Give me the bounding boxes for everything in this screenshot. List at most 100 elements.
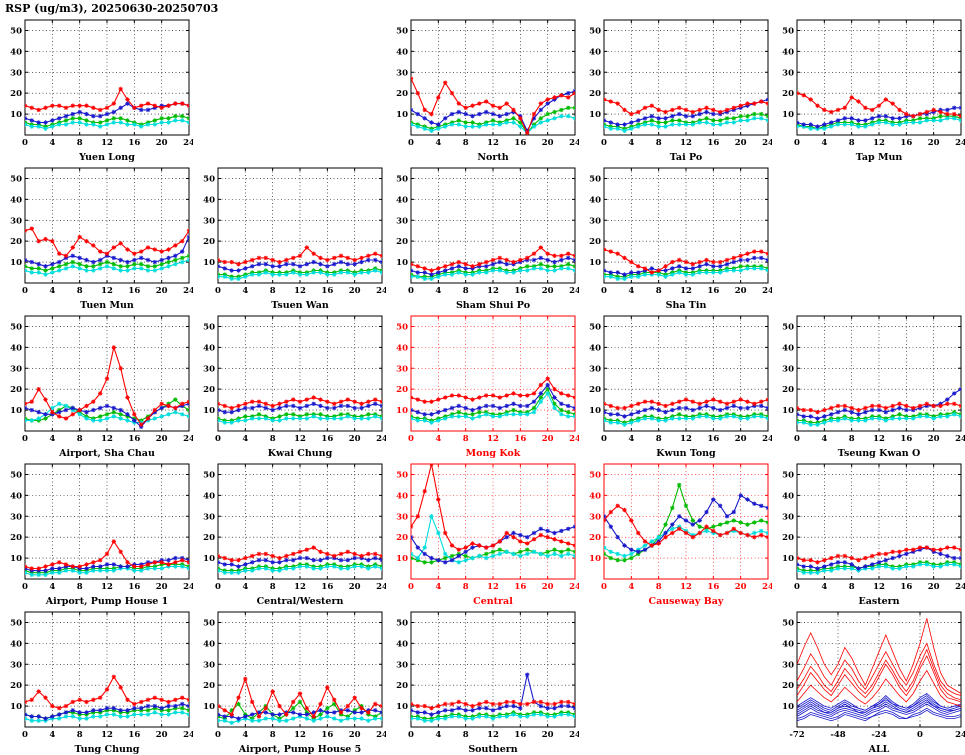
y-tick-label: 40 xyxy=(203,195,215,205)
x-tick-label: 20 xyxy=(156,138,168,148)
x-tick-label: 8 xyxy=(656,582,662,592)
x-tick-label: 8 xyxy=(463,286,469,296)
x-tick-label: 0 xyxy=(22,582,28,592)
series-markers-green xyxy=(25,253,189,273)
y-tick-label: 20 xyxy=(589,533,601,543)
chart-canvas: 0 4 8 12 16 20 24 10 20 30 40 50 Sha Tin xyxy=(589,167,772,311)
series-markers-red xyxy=(218,676,382,719)
tick-marks xyxy=(410,316,576,431)
y-tick-label: 40 xyxy=(782,639,794,649)
y-tick-label: 20 xyxy=(589,385,601,395)
x-tick-label: 0 xyxy=(601,582,607,592)
series-markers-cyan xyxy=(411,514,575,565)
series-layer xyxy=(411,376,575,425)
x-tick-label: 4 xyxy=(435,286,441,296)
x-tick-label: 4 xyxy=(628,582,634,592)
chart-title: Tseung Kwan O xyxy=(838,448,920,459)
y-tick-label: 30 xyxy=(589,512,601,522)
series-layer xyxy=(218,245,382,281)
grid-lines xyxy=(411,20,575,135)
y-tick-label: 50 xyxy=(589,174,601,184)
chart-title: North xyxy=(477,152,508,163)
x-tick-label: 0 xyxy=(794,138,800,148)
y-tick-label: 50 xyxy=(396,174,408,184)
chart-tsuen-wan: 0 4 8 12 16 20 24 10 20 30 40 50 Tsuen Wan xyxy=(193,163,386,311)
y-tick-label: 10 xyxy=(10,702,22,712)
chart-southern: 0 4 8 12 16 20 24 10 20 30 40 50 Southern xyxy=(386,607,579,755)
chart-canvas: 0 4 8 12 16 20 24 10 20 30 40 50 Sham Shui Po xyxy=(396,167,579,311)
y-tick-label: 10 xyxy=(396,554,408,564)
y-tick-label: 10 xyxy=(10,554,22,564)
series-markers-red xyxy=(604,503,768,548)
chart-canvas: -72 -48 -24 0 24 10 20 30 40 50 ALL xyxy=(782,611,965,755)
x-tick-label: 24 xyxy=(183,730,193,740)
x-tick-label: 4 xyxy=(628,434,634,444)
x-tick-label: 8 xyxy=(849,138,855,148)
y-tick-label: 50 xyxy=(782,470,794,480)
x-tick-label: 24 xyxy=(569,730,579,740)
x-tick-label: 0 xyxy=(601,138,607,148)
chart-title: Southern xyxy=(468,744,517,755)
y-tick-label: 10 xyxy=(396,406,408,416)
x-tick-label: 16 xyxy=(321,730,333,740)
x-tick-label: 8 xyxy=(77,582,83,592)
y-tick-label: 20 xyxy=(203,681,215,691)
y-tick-label: 50 xyxy=(10,174,22,184)
y-tick-label: 20 xyxy=(396,237,408,247)
chart-title: Kwai Chung xyxy=(268,448,333,459)
series-markers-blue xyxy=(218,257,382,273)
series-markers-cyan xyxy=(411,266,575,281)
chart-airport-pump-house-1: 0 4 8 12 16 20 24 10 20 30 40 50 Airport, Pump House… xyxy=(0,459,193,607)
x-tick-label: 20 xyxy=(928,434,940,444)
y-tick-label: 10 xyxy=(10,258,22,268)
x-tick-label: 24 xyxy=(376,434,386,444)
x-tick-label: 20 xyxy=(349,434,361,444)
tick-marks xyxy=(217,168,383,283)
x-tick-label: 24 xyxy=(762,434,772,444)
y-tick-label: 20 xyxy=(396,385,408,395)
x-tick-label: 0 xyxy=(601,434,607,444)
x-tick-label: 24 xyxy=(183,582,193,592)
y-tick-label: 40 xyxy=(203,639,215,649)
series-markers-cyan xyxy=(411,114,575,135)
chart-kwai-chung: 0 4 8 12 16 20 24 10 20 30 40 50 Kwai Chung xyxy=(193,311,386,459)
page-title: RSP (ug/m3), 20250630-20250703 xyxy=(5,2,219,15)
chart-title: Tap Mun xyxy=(856,152,903,163)
y-tick-label: 20 xyxy=(10,681,22,691)
x-tick-label: 16 xyxy=(321,286,333,296)
series-markers-cyan xyxy=(604,116,768,133)
x-tick-label: 16 xyxy=(900,434,912,444)
x-tick-label: 12 xyxy=(873,138,885,148)
series-line-blue xyxy=(797,693,961,711)
y-tick-label: 30 xyxy=(10,216,22,226)
x-tick-label: 4 xyxy=(821,434,827,444)
y-tick-label: 50 xyxy=(396,618,408,628)
grid-lines xyxy=(218,464,382,579)
series-markers-red xyxy=(797,91,961,119)
x-tick-label: 0 xyxy=(215,582,221,592)
series-layer xyxy=(797,618,961,722)
x-tick-label: 0 xyxy=(917,730,923,740)
chart-title: Airport, Pump House 5 xyxy=(238,744,362,755)
series-line-blue xyxy=(797,707,961,720)
tick-marks xyxy=(217,316,383,431)
tick-marks xyxy=(410,168,576,283)
series-markers-blue xyxy=(411,382,575,417)
x-tick-label: 8 xyxy=(463,434,469,444)
x-tick-label: 4 xyxy=(49,138,55,148)
series-markers-red xyxy=(25,674,189,711)
series-layer xyxy=(604,482,768,563)
x-tick-label: 8 xyxy=(270,582,276,592)
chart-title: Tai Po xyxy=(670,152,702,163)
series-layer xyxy=(25,226,189,277)
plot-frame xyxy=(603,315,769,432)
series-markers-red xyxy=(25,226,189,258)
x-tick-label: 12 xyxy=(487,582,499,592)
series-markers-red xyxy=(797,401,961,415)
y-tick-label: 30 xyxy=(782,364,794,374)
x-tick-label: 4 xyxy=(49,730,55,740)
y-tick-label: 20 xyxy=(10,89,22,99)
y-tick-label: 30 xyxy=(10,68,22,78)
chart-title: Yuen Long xyxy=(78,152,135,163)
x-tick-label: 12 xyxy=(294,286,306,296)
